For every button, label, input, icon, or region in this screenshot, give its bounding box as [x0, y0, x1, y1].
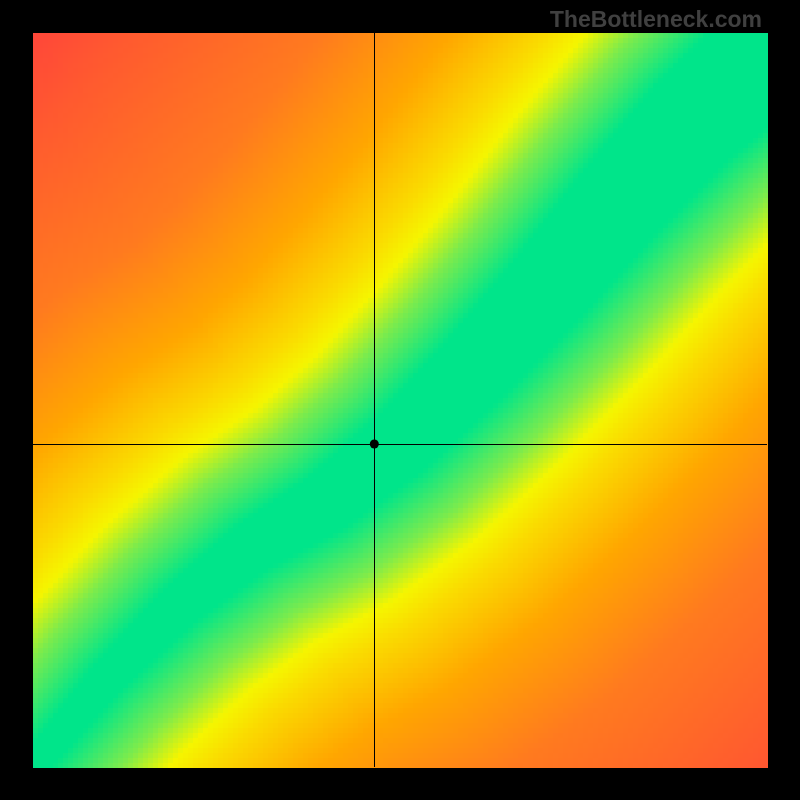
watermark-label: TheBottleneck.com: [550, 6, 762, 33]
bottleneck-heatmap: [0, 0, 800, 800]
chart-container: TheBottleneck.com: [0, 0, 800, 800]
